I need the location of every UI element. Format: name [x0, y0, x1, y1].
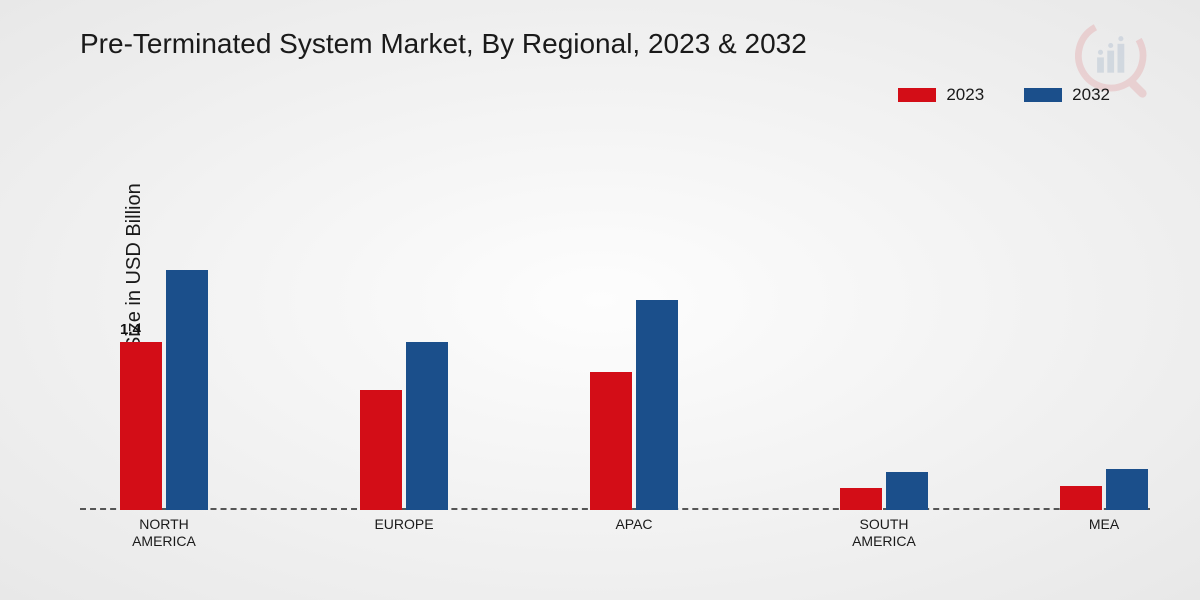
chart-area: 1.4 NORTHAMERICA EUROPE APAC SOUTHAMERIC…	[80, 150, 1150, 510]
bar-2032-europe	[406, 342, 448, 510]
group-europe: EUROPE	[360, 342, 448, 510]
legend-label-2023: 2023	[946, 85, 984, 105]
xlabel-south-america: SOUTHAMERICA	[824, 516, 944, 550]
chart-title: Pre-Terminated System Market, By Regiona…	[80, 28, 807, 60]
bar-2032-mea	[1106, 469, 1148, 510]
group-apac: APAC	[590, 300, 678, 510]
legend: 2023 2032	[898, 85, 1110, 105]
xlabel-mea: MEA	[1044, 516, 1164, 533]
legend-item-2032: 2032	[1024, 85, 1110, 105]
bar-2023-europe	[360, 390, 402, 510]
bar-2032-apac	[636, 300, 678, 510]
legend-item-2023: 2023	[898, 85, 984, 105]
bar-2023-mea	[1060, 486, 1102, 510]
xlabel-north-america: NORTHAMERICA	[104, 516, 224, 550]
legend-swatch-2023	[898, 88, 936, 102]
group-mea: MEA	[1060, 469, 1148, 510]
xlabel-europe: EUROPE	[344, 516, 464, 533]
bar-value-label: 1.4	[120, 321, 141, 338]
bar-2032-north-america	[166, 270, 208, 510]
bar-2023-apac	[590, 372, 632, 510]
bar-2023-north-america: 1.4	[120, 342, 162, 510]
xlabel-apac: APAC	[574, 516, 694, 533]
group-south-america: SOUTHAMERICA	[840, 472, 928, 510]
legend-swatch-2032	[1024, 88, 1062, 102]
bar-2032-south-america	[886, 472, 928, 510]
bar-2023-south-america	[840, 488, 882, 510]
group-north-america: 1.4 NORTHAMERICA	[120, 270, 208, 510]
legend-label-2032: 2032	[1072, 85, 1110, 105]
